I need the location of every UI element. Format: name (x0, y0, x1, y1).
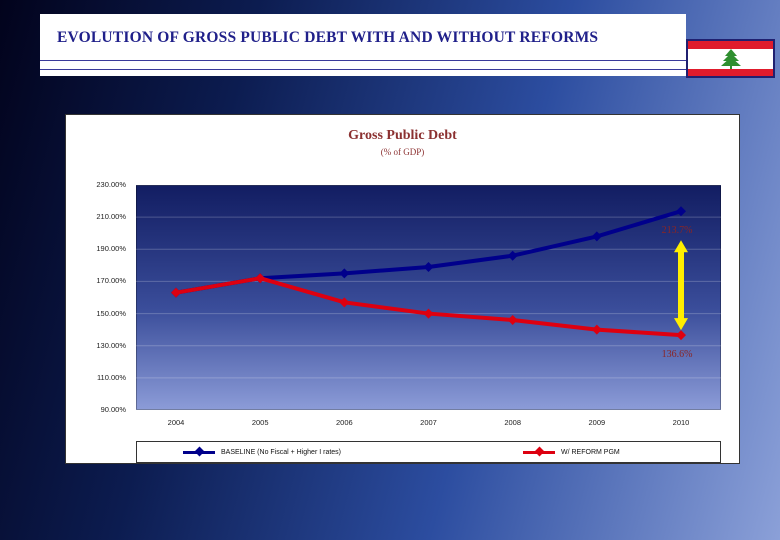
data-label: 213.7% (661, 225, 693, 237)
series-1-marker (507, 315, 518, 325)
series-line-1 (175, 276, 682, 338)
legend-label: W/ REFORM PGM (561, 448, 620, 456)
flag-red-stripe-top (688, 41, 773, 49)
y-axis-label: 230.00% (96, 180, 126, 189)
y-axis-label: 90.00% (100, 405, 126, 414)
legend-diamond-marker (194, 446, 205, 457)
x-axis-label: 2007 (420, 418, 437, 427)
x-axis-label: 2004 (167, 418, 185, 427)
legend-item: W/ REFORM PGM (523, 442, 620, 462)
chart-panel: Gross Public Debt (% of GDP) 230.00% 210.… (65, 114, 740, 464)
legend-label: BASELINE (No Fiscal + Higher I rates) (221, 448, 342, 456)
series-0-marker (339, 268, 350, 279)
series-1-marker (255, 273, 266, 284)
chart-title: Gross Public Debt (348, 128, 457, 143)
series-1-marker (676, 330, 686, 341)
y-axis-label: 190.00% (96, 244, 126, 254)
series-0-marker (423, 261, 434, 272)
chart-subtitle: (% of GDP) (380, 147, 425, 157)
title-underline-1 (40, 60, 686, 61)
y-axis-label: 210.00% (96, 212, 126, 222)
x-axis-label: 2008 (504, 418, 521, 427)
x-axis-label: 2005 (251, 418, 269, 427)
series-1-marker (171, 287, 181, 298)
cedar-tree-icon (720, 48, 741, 69)
y-axis-label: 170.00% (96, 276, 126, 286)
series-1-marker (339, 297, 350, 308)
arrow-head-down-icon (674, 318, 688, 331)
chart-canvas (136, 184, 721, 411)
series-0-marker (507, 250, 518, 261)
flag-white-stripe (688, 48, 773, 69)
legend: BASELINE (No Fiscal + Higher I rates) W/ … (136, 441, 721, 463)
legend-line-sample (183, 446, 215, 457)
y-axis-label: 150.00% (96, 308, 126, 318)
arrow-head-up-icon (674, 240, 688, 253)
legend-item: BASELINE (No Fiscal + Higher I rates) (183, 442, 341, 462)
x-axis-label: 2009 (588, 418, 606, 427)
lebanon-flag-icon (686, 39, 775, 78)
plot-area: 213.7% 136.6% (136, 184, 721, 411)
series-0-marker (591, 231, 602, 242)
x-axis-label: 2006 (335, 418, 353, 427)
x-axis: 2004 2005 2006 2007 2008 2009 2010 (136, 418, 721, 430)
series-0-marker (676, 206, 686, 217)
legend-line-sample (523, 446, 555, 457)
x-axis-label: 2010 (672, 418, 690, 427)
y-axis-label: 130.00% (96, 340, 126, 350)
y-axis: 230.00% 210.00% 190.00% 170.00% 150.00% 130.0… (66, 180, 130, 414)
page-title: EVOLUTION OF GROSS PUBLIC DEBT WITH AND … (57, 29, 599, 46)
series-1-marker (591, 324, 602, 335)
data-label: 136.6% (661, 349, 693, 361)
header-bar: EVOLUTION OF GROSS PUBLIC DEBT WITH AND … (40, 14, 686, 76)
flag-red-stripe-bottom (688, 68, 773, 76)
series-1-marker (423, 308, 434, 319)
y-axis-label: 110.00% (96, 372, 126, 382)
title-underline-2 (40, 69, 686, 70)
legend-diamond-marker (534, 446, 545, 457)
